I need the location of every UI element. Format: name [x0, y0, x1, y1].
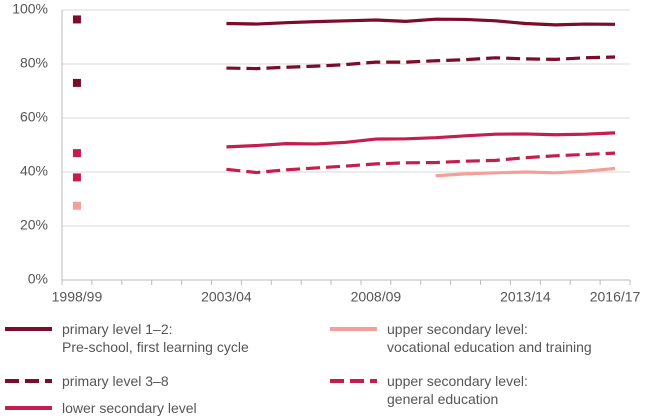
- point-marker: [72, 149, 81, 158]
- x-tick-label: 2013/14: [500, 289, 551, 305]
- point-marker: [72, 15, 81, 24]
- y-tick-label: 0%: [28, 271, 48, 287]
- series-line: [435, 166, 616, 178]
- y-tick-label: 60%: [20, 109, 48, 125]
- point-marker: [72, 78, 81, 87]
- y-tick-label: 20%: [20, 217, 48, 233]
- x-tick-label: 2008/09: [351, 289, 402, 305]
- legend-label: upper secondary level: vocational educat…: [387, 321, 592, 355]
- legend-label: upper secondary level: general education: [387, 373, 528, 407]
- x-tick-label: 2003/04: [201, 289, 252, 305]
- legend-label: primary level 3–8: [62, 373, 169, 389]
- point-marker: [72, 201, 81, 210]
- y-tick-label: 100%: [12, 1, 48, 17]
- series-line: [226, 131, 616, 149]
- y-tick-label: 80%: [20, 55, 48, 71]
- y-tick-label: 40%: [20, 163, 48, 179]
- x-tick-label: 1998/99: [52, 289, 103, 305]
- series-line: [226, 17, 616, 27]
- point-marker: [72, 173, 81, 182]
- series-line: [226, 55, 616, 71]
- legend-label: primary level 1–2: Pre-school, first lea…: [62, 321, 249, 355]
- series-line: [226, 151, 616, 175]
- legend-label: lower secondary level: [62, 400, 197, 416]
- x-tick-label: 2016/17: [590, 289, 641, 305]
